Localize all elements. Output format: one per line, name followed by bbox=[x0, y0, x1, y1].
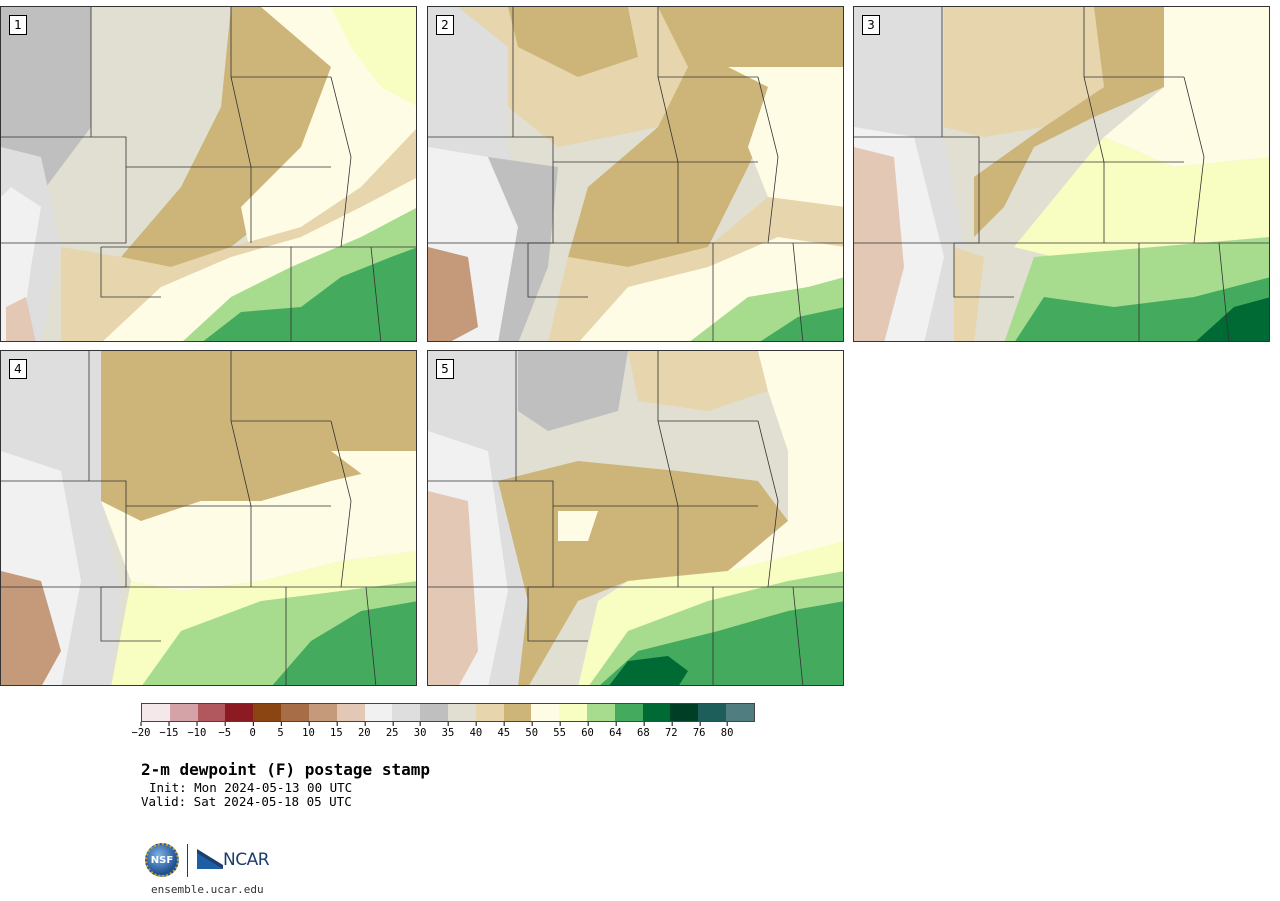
colorbar-segment bbox=[531, 704, 560, 721]
colorbar-segment bbox=[559, 704, 587, 721]
colorbar-tick-label: 5 bbox=[277, 722, 284, 739]
colorbar-tick-label: 15 bbox=[330, 722, 343, 739]
panel-label: 2 bbox=[436, 15, 454, 35]
dewpoint-map bbox=[428, 7, 843, 341]
colorbar-segment bbox=[392, 704, 421, 721]
colorbar-tick-label: 72 bbox=[665, 722, 678, 739]
panel-label: 5 bbox=[436, 359, 454, 379]
website-link[interactable]: ensemble.ucar.edu bbox=[151, 883, 264, 896]
logos: NSF NCAR bbox=[143, 840, 283, 884]
dewpoint-map bbox=[1, 351, 416, 685]
nsf-logo: NSF bbox=[145, 843, 179, 877]
map-panel-5[interactable]: 5 bbox=[427, 350, 844, 686]
dewpoint-map bbox=[854, 7, 1269, 341]
colorbar-segment bbox=[281, 704, 309, 721]
colorbar-tick-label: 35 bbox=[442, 722, 454, 739]
init-time: Init: Mon 2024-05-13 00 UTC bbox=[149, 780, 353, 795]
colorbar-segment bbox=[197, 704, 226, 721]
colorbar-segment bbox=[642, 704, 671, 721]
colorbar-tick-label: 20 bbox=[358, 722, 371, 739]
colorbar-segment bbox=[225, 704, 254, 721]
colorbar-tick-label: −5 bbox=[218, 722, 231, 739]
colorbar-tick-label: −15 bbox=[159, 722, 178, 739]
colorbar-segment bbox=[503, 704, 532, 721]
ncar-logo: NCAR bbox=[223, 850, 270, 870]
logo-divider bbox=[187, 844, 188, 877]
colorbar-segment bbox=[475, 704, 504, 721]
colorbar-segment bbox=[169, 704, 198, 721]
panel-label: 1 bbox=[9, 15, 27, 35]
map-panel-3[interactable]: 3 bbox=[853, 6, 1270, 342]
colorbar-segment bbox=[142, 704, 170, 721]
colorbar-segment bbox=[587, 704, 615, 721]
colorbar-tick-label: 76 bbox=[693, 722, 706, 739]
colorbar-tick-label: −20 bbox=[132, 722, 150, 739]
panel-label: 3 bbox=[862, 15, 880, 35]
valid-time: Valid: Sat 2024-05-18 05 UTC bbox=[141, 794, 352, 809]
colorbar-tick-label: 80 bbox=[721, 722, 733, 739]
dewpoint-map bbox=[1, 7, 416, 341]
colorbar-segment bbox=[670, 704, 699, 721]
colorbar-tick-label: 25 bbox=[386, 722, 399, 739]
colorbar-tick-label: 68 bbox=[637, 722, 650, 739]
colorbar-tick-label: 60 bbox=[581, 722, 594, 739]
colorbar-tick-label: 0 bbox=[249, 722, 256, 739]
colorbar-segment bbox=[364, 704, 393, 721]
map-panel-4[interactable]: 4 bbox=[0, 350, 417, 686]
colorbar-segment bbox=[253, 704, 282, 721]
colorbar-tick-label: 45 bbox=[497, 722, 510, 739]
colorbar-segment bbox=[698, 704, 727, 721]
chart-title: 2-m dewpoint (F) postage stamp bbox=[141, 760, 430, 779]
colorbar-tick-label: 30 bbox=[414, 722, 426, 739]
colorbar-ticks: −20 −15 −10 −5 0 5 10 15 20 25 30 35 40 45 50 55 60 64 68 7… bbox=[132, 722, 755, 742]
map-panel-1[interactable]: 1 bbox=[0, 6, 417, 342]
colorbar-segment bbox=[308, 704, 337, 721]
colorbar-segment bbox=[447, 704, 476, 721]
colorbar-tick-label: −10 bbox=[187, 722, 206, 739]
ncar-logo-icon bbox=[197, 849, 223, 869]
colorbar-tick-label: 10 bbox=[302, 722, 315, 739]
colorbar-segment bbox=[336, 704, 365, 721]
colorbar-tick-label: 40 bbox=[470, 722, 482, 739]
map-panel-2[interactable]: 2 bbox=[427, 6, 844, 342]
colorbar-segment bbox=[726, 704, 754, 721]
colorbar bbox=[141, 703, 755, 722]
panel-label: 4 bbox=[9, 359, 27, 379]
dewpoint-map bbox=[428, 351, 843, 685]
colorbar-segment bbox=[420, 704, 448, 721]
colorbar-tick-label: 64 bbox=[609, 722, 622, 739]
colorbar-tick-label: 55 bbox=[553, 722, 566, 739]
colorbar-tick-label: 50 bbox=[525, 722, 538, 739]
colorbar-segment bbox=[614, 704, 643, 721]
